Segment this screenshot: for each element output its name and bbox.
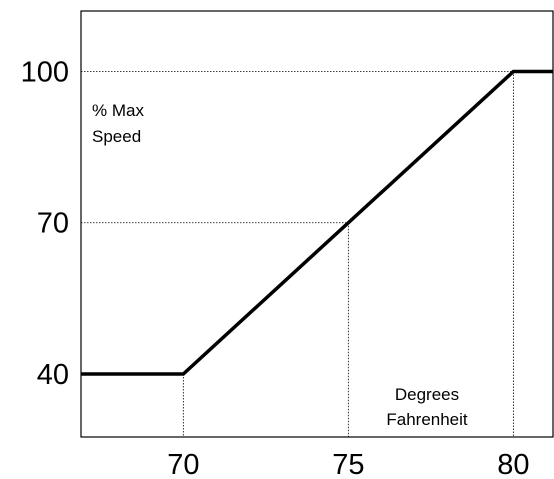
speed-curve [81,69,553,376]
y-axis-label: % Max Speed [92,101,144,146]
reference-lines [81,71,514,437]
y-axis-label-line-2: Speed [92,127,141,146]
x-tick-label: 70 [167,449,199,479]
plot-frame [80,10,554,438]
y-axis-ticks: 40 70 100 [21,56,69,390]
x-axis-ticks: 70 75 80 [167,449,529,479]
y-axis-label-line-1: % Max [92,101,144,120]
x-tick-label: 75 [332,449,364,479]
x-axis-label-line-1: Degrees [395,385,459,404]
y-tick-label: 40 [37,359,69,391]
y-tick-label: 70 [37,208,69,240]
x-tick-label: 80 [497,449,529,479]
x-axis-label-line-2: Fahrenheit [386,410,468,429]
y-tick-label: 100 [21,56,69,88]
x-axis-label: Degrees Fahrenheit [386,385,468,429]
